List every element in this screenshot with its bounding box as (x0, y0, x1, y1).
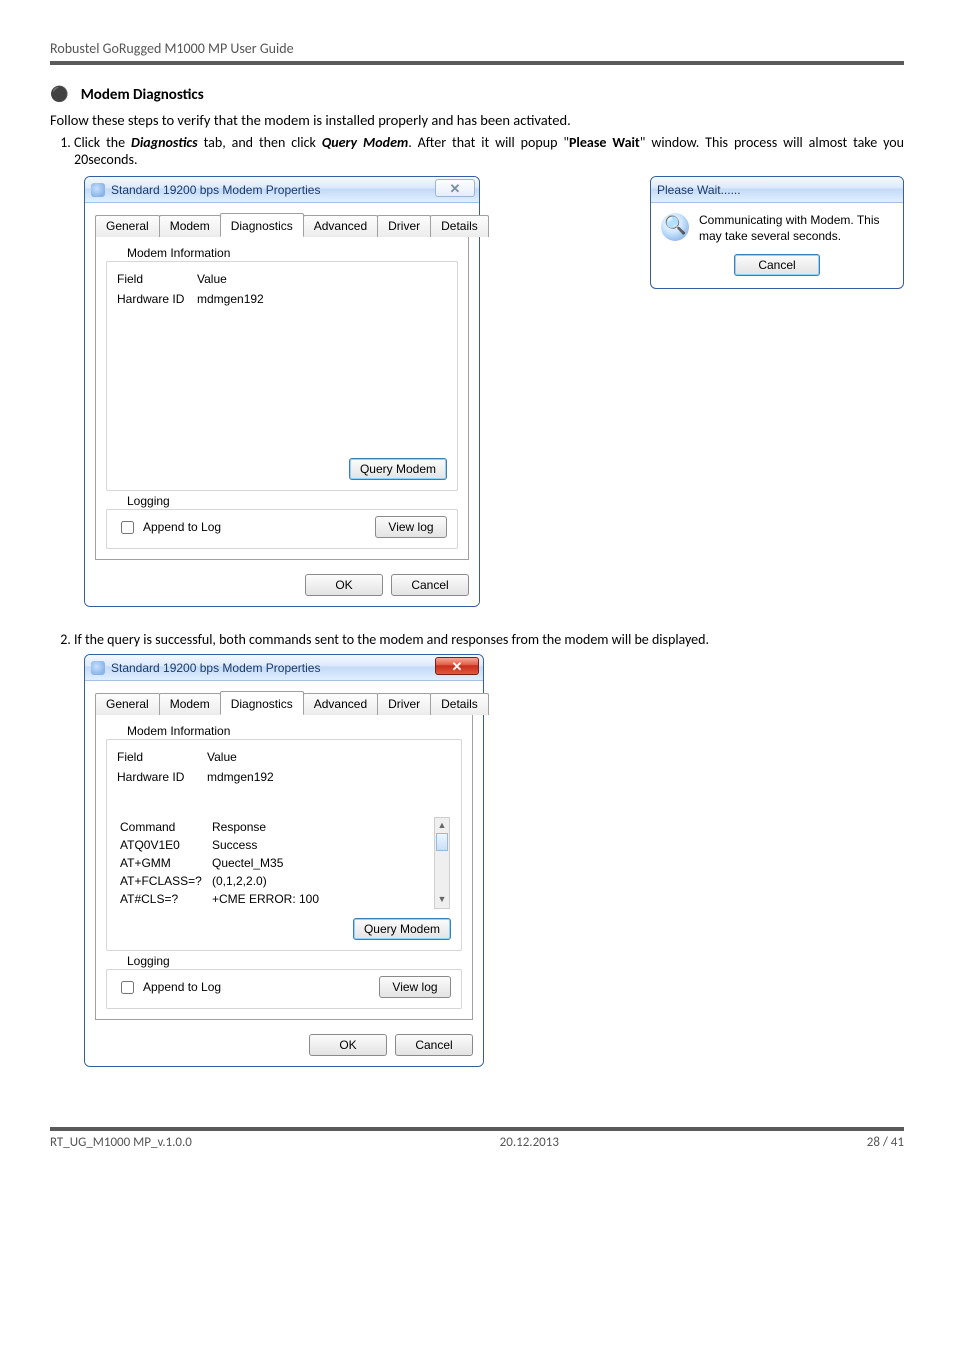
dialog-icon (91, 183, 105, 197)
tab-driver[interactable]: Driver (377, 215, 431, 237)
tab-driver[interactable]: Driver (377, 693, 431, 715)
bullet-icon: ⚫ (50, 85, 69, 104)
table-row: AT+GMMQuectel_M35 (120, 855, 432, 871)
table-row: AT+FCLASS=?(0,1,2,2.0) (120, 873, 432, 889)
groupbox-logging: Logging (123, 954, 174, 968)
dialog-title: Standard 19200 bps Modem Properties (111, 661, 320, 675)
tab-details[interactable]: Details (430, 215, 489, 237)
response-area-empty (117, 308, 447, 458)
footer-left: RT_UG_M1000 MP_v.1.0.0 (50, 1135, 192, 1150)
tab-general[interactable]: General (95, 215, 160, 237)
col-response: Response (212, 819, 432, 835)
dialog-title: Standard 19200 bps Modem Properties (111, 183, 320, 197)
modem-properties-dialog-1: Standard 19200 bps Modem Properties ✕ Ge… (84, 176, 480, 607)
tab-advanced[interactable]: Advanced (303, 693, 378, 715)
tab-modem[interactable]: Modem (159, 215, 221, 237)
please-wait-msg: Communicating with Modem. This may take … (699, 213, 893, 244)
close-button[interactable]: ✕ (435, 179, 475, 197)
tabs-row: General Modem Diagnostics Advanced Drive… (95, 213, 469, 237)
hwid-value: mdmgen192 (197, 290, 447, 308)
scroll-thumb[interactable] (436, 833, 448, 851)
please-wait-dialog: Please Wait...... Communicating with Mod… (650, 176, 904, 289)
tab-diagnostics[interactable]: Diagnostics (220, 213, 304, 237)
col-field: Field (117, 746, 207, 768)
col-command: Command (120, 819, 210, 835)
view-log-button[interactable]: View log (375, 516, 447, 538)
step-1: Click the Diagnostics tab, and then clic… (74, 134, 904, 168)
section-title: Modem Diagnostics (81, 86, 204, 104)
append-to-log-checkbox[interactable]: Append to Log (117, 978, 221, 997)
please-wait-title: Please Wait...... (657, 183, 741, 197)
append-to-log-checkbox[interactable]: Append to Log (117, 518, 221, 537)
table-row: AT#CLS=?+CME ERROR: 100 (120, 891, 432, 907)
groupbox-logging: Logging (123, 494, 174, 508)
tab-modem[interactable]: Modem (159, 693, 221, 715)
tabs-row: General Modem Diagnostics Advanced Drive… (95, 691, 473, 715)
view-log-button[interactable]: View log (379, 976, 451, 998)
table-row: ATQ0V1E0Success (120, 837, 432, 853)
search-icon (661, 213, 689, 241)
query-modem-button[interactable]: Query Modem (353, 918, 451, 940)
tab-general[interactable]: General (95, 693, 160, 715)
groupbox-modem-info: Modem Information (123, 246, 234, 260)
ok-button[interactable]: OK (309, 1034, 387, 1056)
scroll-up-icon[interactable]: ▲ (435, 818, 449, 832)
doc-header: Robustel GoRugged M1000 MP User Guide (50, 40, 904, 65)
hwid-field: Hardware ID (117, 290, 197, 308)
scrollbar[interactable]: ▲ ▼ (434, 817, 450, 909)
doc-footer: RT_UG_M1000 MP_v.1.0.0 20.12.2013 28 / 4… (50, 1127, 904, 1150)
cancel-button[interactable]: Cancel (395, 1034, 473, 1056)
hwid-field: Hardware ID (117, 768, 207, 786)
pw-cancel-button[interactable]: Cancel (734, 254, 820, 276)
close-button[interactable]: ✕ (435, 657, 479, 675)
hwid-value: mdmgen192 (207, 768, 451, 786)
dialog-icon (91, 661, 105, 675)
ok-button[interactable]: OK (305, 574, 383, 596)
groupbox-modem-info: Modem Information (123, 724, 234, 738)
col-value: Value (207, 746, 451, 768)
step-2: If the query is successful, both command… (74, 631, 904, 648)
query-modem-button[interactable]: Query Modem (349, 458, 447, 480)
footer-right: 28 / 41 (867, 1135, 904, 1150)
responses-table: Command Response ATQ0V1E0Success AT+GMMQ… (118, 817, 434, 909)
scroll-down-icon[interactable]: ▼ (435, 892, 449, 906)
modem-properties-dialog-2: Standard 19200 bps Modem Properties ✕ Ge… (84, 654, 484, 1067)
col-value: Value (197, 268, 447, 290)
tab-details[interactable]: Details (430, 693, 489, 715)
tab-advanced[interactable]: Advanced (303, 215, 378, 237)
col-field: Field (117, 268, 197, 290)
cancel-button[interactable]: Cancel (391, 574, 469, 596)
tab-diagnostics[interactable]: Diagnostics (220, 691, 304, 715)
intro-line: Follow these steps to verify that the mo… (50, 110, 904, 130)
footer-center: 20.12.2013 (500, 1135, 559, 1150)
